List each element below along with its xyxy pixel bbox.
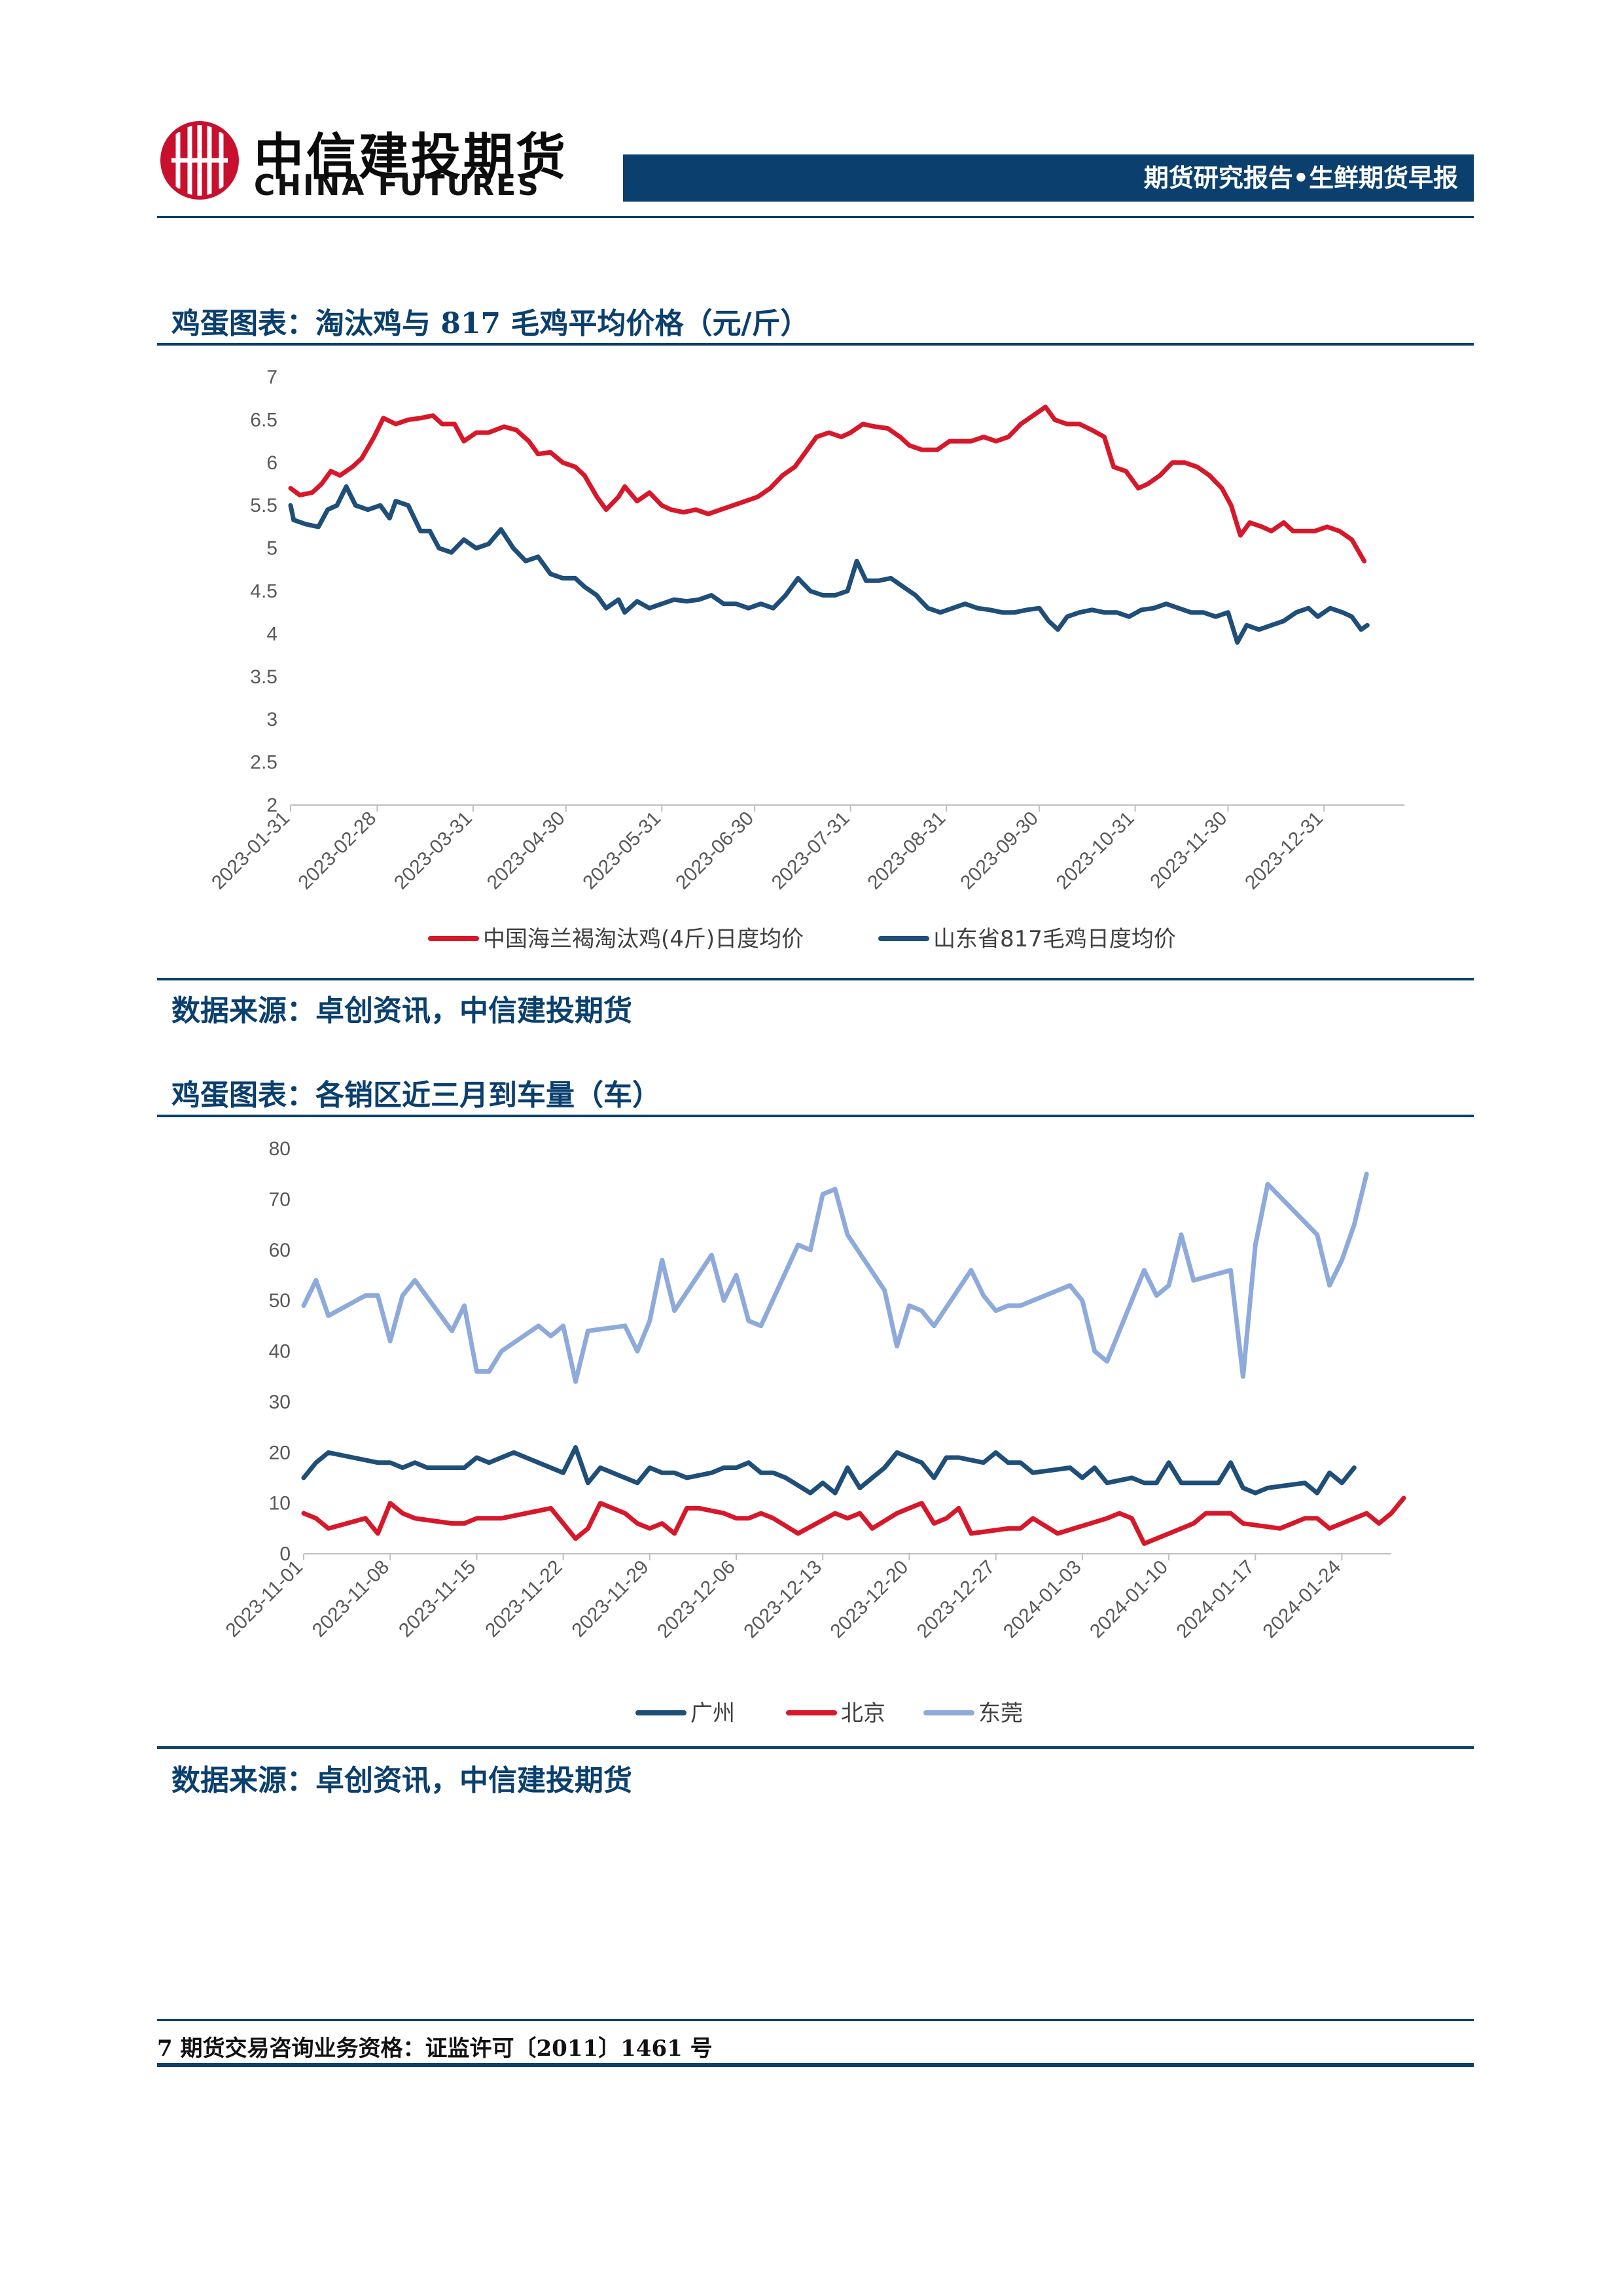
chart2-x-tick-label: 2023-11-08	[308, 1556, 393, 1641]
chart2-x-tick-label: 2023-11-15	[395, 1556, 480, 1641]
chart2-series-line	[301, 1496, 1406, 1546]
chart1-bottom-rule	[157, 978, 1474, 980]
chart1-y-tick-label: 3	[266, 709, 277, 730]
chart1-x-tick-label: 2023-02-28	[294, 808, 380, 894]
chart2-x-tick-label: 2023-11-29	[567, 1556, 652, 1641]
chart1-x-tick-label: 2023-12-31	[1241, 808, 1327, 894]
page-number: 7	[157, 2036, 173, 2062]
chart1-x-tick-label: 2023-09-30	[956, 808, 1043, 894]
chart2-y-tick-label: 80	[269, 1138, 291, 1160]
footer-top-rule	[157, 2019, 1474, 2021]
chart1-y-tick-label: 5	[266, 538, 277, 560]
chart1-x-tick-label: 2023-05-31	[579, 808, 665, 894]
chart2-y-tick-label: 10	[269, 1493, 291, 1515]
chart2-x-tick-label: 2024-01-17	[1172, 1556, 1258, 1643]
footer-license: 7 期货交易咨询业务资格：证监许可〔2011〕1461 号	[157, 2030, 713, 2062]
chart1-x-tick-label: 2023-04-30	[483, 808, 569, 894]
chart1-legend-label: 中国海兰褐淘汰鸡(4斤)日度均价	[483, 926, 804, 952]
chart2-y-tick-label: 20	[269, 1442, 291, 1463]
chart2-series-line	[301, 1445, 1357, 1496]
chart1-x-tick-label: 2023-03-31	[390, 808, 476, 894]
chart1-x-tick-label: 2023-07-31	[768, 808, 854, 894]
chart2-x-tick-label: 2023-12-27	[913, 1556, 999, 1643]
chart2-x-tick-label: 2023-12-20	[827, 1556, 913, 1643]
chart1-x-tick-label: 2023-06-30	[671, 808, 758, 894]
chart2-legend-label: 广州	[690, 1700, 735, 1727]
chart2-x-tick-label: 2023-12-13	[740, 1556, 826, 1643]
chart2-y-tick-label: 30	[269, 1391, 291, 1413]
company-logo	[160, 121, 239, 200]
chart2-y-tick-label: 50	[269, 1290, 291, 1312]
chart1-series-line	[288, 484, 1370, 645]
chart2-section-title: 鸡蛋图表：各销区近三月到车量（车）	[171, 1079, 661, 1112]
chart1-y-tick-label: 7	[266, 367, 277, 388]
chart1-y-tick-label: 2	[266, 795, 277, 816]
chart2-x-tick-label: 2024-01-03	[999, 1556, 1086, 1643]
header-divider	[157, 216, 1474, 218]
chart1-source: 数据来源：卓创资讯，中信建投期货	[171, 994, 632, 1028]
chart1-x-tick-label: 2023-10-31	[1052, 808, 1139, 894]
chart2-x-tick-label: 2023-12-06	[653, 1556, 740, 1643]
chart2-source: 数据来源：卓创资讯，中信建投期货	[171, 1764, 632, 1797]
chart1-legend-label: 山东省817毛鸡日度均价	[933, 926, 1176, 952]
chart1-y-tick-label: 6.5	[250, 409, 277, 431]
chart1-y-tick-label: 6	[266, 452, 277, 474]
chart2-bottom-rule	[157, 1746, 1474, 1749]
chart1-y-tick-label: 4.5	[250, 581, 277, 602]
chart2-x-tick-label: 2024-01-24	[1259, 1556, 1346, 1643]
header-bar: 期货研究报告•生鲜期货早报	[623, 154, 1474, 202]
chart2-legend-label: 东莞	[978, 1700, 1023, 1727]
footer-bottom-rule	[157, 2063, 1474, 2067]
chart1-x-tick-label: 2023-08-31	[863, 808, 950, 894]
chart1-top-rule	[157, 343, 1474, 346]
chart1-y-tick-label: 2.5	[250, 752, 277, 774]
chart1-x-tick-label: 2023-11-30	[1146, 808, 1231, 893]
chart2-x-tick-label: 2023-11-01	[222, 1556, 307, 1641]
chart1-y-tick-label: 5.5	[250, 495, 277, 516]
brand-name-en: CHINA FUTURES	[254, 169, 541, 202]
license-text: 期货交易咨询业务资格：证监许可〔2011〕1461 号	[180, 2036, 713, 2062]
chart2-legend-label: 北京	[841, 1700, 885, 1727]
chart1-x-tick-label: 2023-01-31	[207, 808, 294, 894]
chart1-section-title: 鸡蛋图表：淘汰鸡与 817 毛鸡平均价格（元/斤）	[171, 307, 810, 340]
chart1-price-lines: 2 2.5 3 3.5 4 4.5 5 5.5 6 6.5 7 2023-01-31 2023-02-2…	[207, 367, 1404, 952]
chart2-x-tick-label: 2023-11-22	[481, 1556, 566, 1641]
chart1-series-line	[288, 404, 1366, 564]
brand-name-cn: 中信建投期货	[254, 128, 568, 186]
chart2-y-tick-label: 70	[269, 1189, 291, 1210]
chart2-y-tick-label: 60	[269, 1240, 291, 1261]
report-title: 期货研究报告•生鲜期货早报	[1143, 164, 1458, 192]
chart2-x-tick-label: 2024-01-10	[1086, 1556, 1172, 1643]
chart2-y-tick-label: 0	[279, 1543, 291, 1565]
chart2-y-tick-label: 40	[269, 1341, 291, 1363]
chart2-series-line	[301, 1172, 1369, 1384]
chart1-y-tick-label: 3.5	[250, 666, 277, 688]
chart1-y-tick-label: 4	[266, 623, 277, 645]
chart2-top-rule	[157, 1115, 1474, 1117]
